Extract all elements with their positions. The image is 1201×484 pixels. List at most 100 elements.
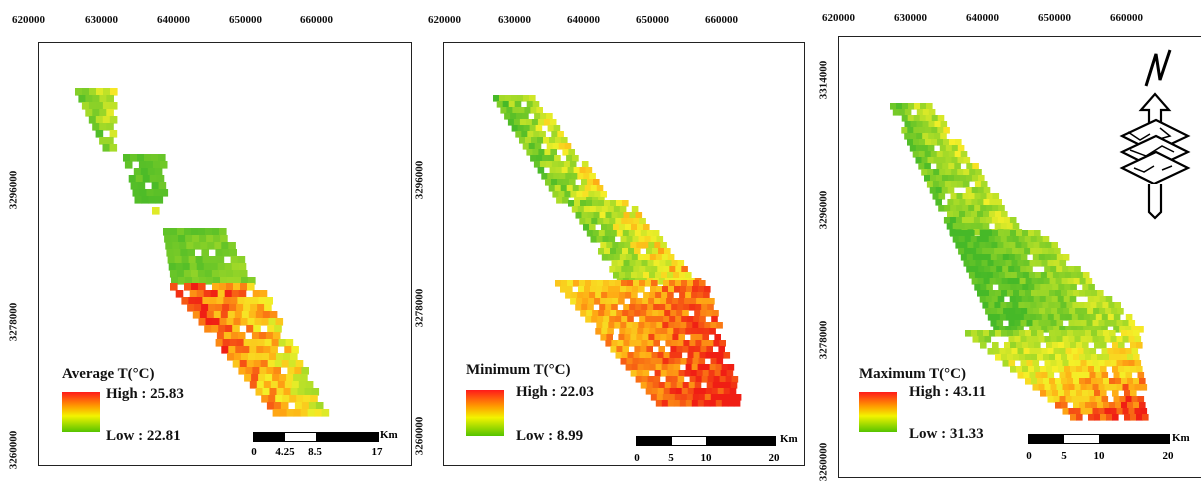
raster-cell (252, 290, 261, 298)
raster-cell (1010, 366, 1017, 373)
raster-cell (674, 358, 682, 365)
raster-cell (163, 228, 171, 236)
raster-cell (1095, 326, 1102, 333)
raster-cell (1068, 408, 1076, 415)
raster-cell (619, 206, 627, 213)
raster-cell (716, 394, 724, 401)
raster-cell (1059, 314, 1067, 321)
raster-cell (1006, 223, 1014, 230)
raster-cell (158, 154, 166, 162)
raster-cell (966, 266, 973, 273)
raster-cell (1052, 366, 1059, 373)
raster-cell (199, 277, 207, 285)
raster-cell (294, 367, 302, 375)
raster-cell (640, 346, 647, 353)
raster-cell (932, 193, 940, 200)
raster-cell (1009, 308, 1016, 315)
raster-cell (954, 175, 961, 182)
raster-cell (687, 316, 694, 323)
raster-cell (631, 206, 639, 213)
raster-cell (305, 381, 314, 389)
raster-cell (1097, 354, 1104, 361)
raster-cell (1007, 290, 1014, 297)
raster-cell (1043, 354, 1050, 361)
raster-cell (643, 254, 651, 261)
raster-cell (995, 199, 1002, 206)
raster-cell (651, 352, 659, 359)
raster-cell (643, 364, 651, 371)
raster-cell (675, 280, 682, 287)
raster-cell (1119, 326, 1126, 333)
raster-cell (927, 145, 935, 152)
raster-cell (277, 381, 286, 389)
raster-cell (1023, 314, 1031, 321)
raster-cell (988, 248, 995, 255)
raster-cell (1116, 336, 1124, 343)
raster-cell (1001, 211, 1008, 218)
raster-cell (614, 322, 621, 329)
raster-cell (919, 127, 926, 134)
raster-cell (1073, 354, 1080, 361)
raster-cell (262, 353, 270, 361)
raster-cell (993, 326, 1000, 333)
raster-cell (608, 286, 615, 293)
raster-cell (938, 181, 946, 188)
raster-cell (262, 311, 271, 319)
raster-cell (549, 137, 556, 144)
raster-cell (988, 236, 996, 243)
raster-cell (643, 328, 650, 335)
raster-cell (573, 167, 581, 174)
raster-cell (958, 223, 966, 230)
raster-cell (1118, 342, 1125, 349)
raster-cell (199, 235, 207, 243)
raster-cell (968, 230, 975, 237)
raster-cell (957, 157, 965, 164)
raster-cell (1061, 278, 1069, 285)
raster-cell (1056, 336, 1064, 343)
raster-cell (646, 346, 653, 353)
raster-cell (279, 374, 287, 382)
raster-cell (1134, 336, 1142, 343)
raster-cell (919, 115, 927, 122)
raster-cell (224, 263, 233, 271)
raster-cell (1016, 284, 1023, 291)
raster-cell (925, 139, 932, 146)
raster-cell (685, 272, 692, 279)
raster-cell (928, 109, 936, 116)
raster-cell (600, 191, 607, 198)
raster-cell (199, 311, 208, 319)
raster-cell (1051, 242, 1058, 249)
raster-cell (221, 346, 229, 354)
raster-cell (904, 133, 911, 140)
raster-cell (593, 179, 600, 186)
raster-cell (1028, 284, 1035, 291)
raster-cell (983, 211, 990, 218)
raster-cell (953, 211, 960, 218)
raster-cell (281, 360, 290, 368)
raster-cell (1065, 326, 1072, 333)
raster-cell (918, 163, 925, 170)
raster-cell (1014, 266, 1021, 273)
raster-cell (679, 292, 686, 299)
raster-cell (241, 311, 250, 319)
raster-cell (1060, 302, 1067, 309)
raster-cell (610, 200, 617, 207)
raster-cell (565, 173, 572, 180)
raster-cell (710, 358, 718, 365)
raster-cell (1133, 330, 1140, 337)
raster-cell (1097, 290, 1104, 297)
raster-cell (651, 316, 658, 323)
raster-cell (1043, 378, 1050, 385)
raster-cell (222, 339, 231, 347)
raster-cell (991, 308, 998, 315)
legend-title: Maximum T(°C) (859, 366, 966, 382)
raster-cell (1122, 336, 1130, 343)
raster-cell (1059, 396, 1067, 403)
raster-cell (271, 339, 280, 347)
raster-cell (636, 298, 643, 305)
raster-cell (605, 212, 613, 219)
raster-cell (559, 173, 566, 180)
raster-cell (1061, 402, 1068, 409)
raster-cell (969, 169, 976, 176)
raster-cell (660, 298, 667, 305)
